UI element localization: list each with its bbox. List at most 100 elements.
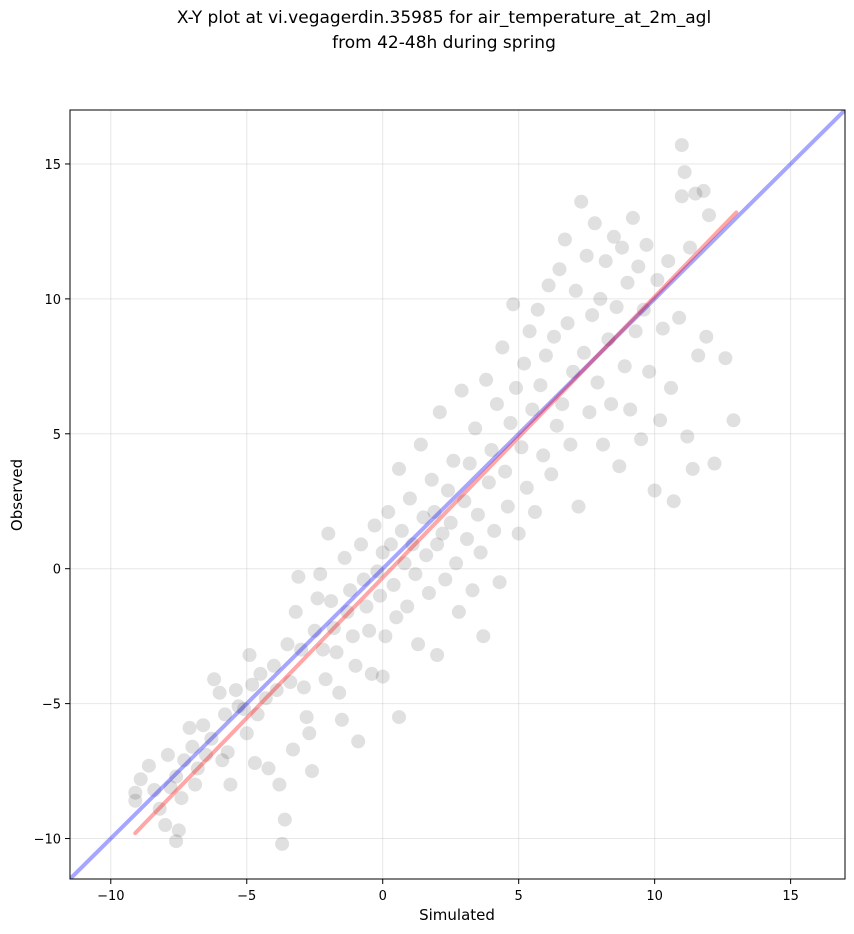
data-point: [307, 623, 322, 638]
data-point: [557, 232, 572, 247]
data-point: [171, 823, 186, 838]
y-axis-label: Observed: [8, 459, 26, 531]
chart-title-line-1: X-Y plot at vi.vegagerdin.35985 for air_…: [177, 8, 711, 28]
data-point: [655, 321, 670, 336]
data-point: [381, 505, 396, 519]
data-point: [345, 629, 360, 644]
data-point: [356, 572, 371, 587]
data-point: [492, 575, 507, 590]
data-point: [302, 726, 317, 741]
data-point: [283, 675, 298, 689]
data-point: [571, 499, 586, 514]
data-point: [294, 642, 309, 657]
data-point: [160, 747, 175, 762]
data-point: [375, 545, 390, 560]
data-point: [141, 758, 156, 773]
data-point: [196, 718, 211, 733]
data-point: [495, 340, 510, 355]
data-point: [487, 523, 502, 538]
y-tick-label: 10: [44, 293, 61, 308]
data-point: [509, 380, 523, 395]
data-point: [174, 791, 189, 806]
x-tick-label: −10: [97, 889, 124, 904]
data-point: [400, 599, 415, 614]
data-point: [416, 510, 431, 525]
data-point: [666, 494, 681, 509]
one-to-one-line: [70, 110, 845, 879]
y-axis-ticks: −10 −5 0 5 10 15: [34, 158, 70, 848]
data-point: [305, 764, 319, 779]
data-point: [609, 300, 624, 314]
data-point: [370, 564, 385, 579]
data-point: [152, 801, 167, 816]
data-point: [288, 604, 303, 619]
data-point: [517, 356, 532, 371]
data-point: [533, 378, 548, 393]
data-point: [375, 669, 390, 684]
data-point: [128, 793, 143, 808]
data-point: [367, 518, 382, 533]
data-point: [402, 491, 417, 506]
data-point: [634, 432, 649, 447]
data-point: [220, 745, 235, 760]
data-point: [718, 351, 733, 366]
data-point: [514, 440, 529, 455]
data-point: [683, 240, 697, 255]
x-tick-label: 10: [646, 889, 663, 904]
data-point: [590, 375, 605, 390]
chart-title-line-2: from 42-48h during spring: [332, 33, 556, 53]
data-point: [373, 588, 387, 603]
data-point: [519, 480, 534, 495]
data-point: [291, 569, 306, 584]
data-point: [269, 683, 284, 698]
data-point: [696, 183, 711, 198]
data-point: [566, 364, 581, 379]
data-point: [430, 537, 445, 552]
data-point: [310, 591, 325, 606]
data-point: [579, 248, 594, 263]
data-point: [212, 685, 227, 700]
data-point: [280, 637, 295, 652]
data-point: [190, 761, 205, 776]
data-point: [582, 405, 597, 420]
data-point: [419, 548, 434, 563]
data-point: [177, 753, 192, 768]
data-point: [653, 413, 668, 428]
data-point: [462, 456, 477, 471]
data-point: [128, 785, 143, 800]
data-point: [413, 437, 428, 452]
data-point: [392, 710, 406, 725]
data-point: [326, 621, 341, 636]
data-point: [587, 216, 602, 231]
data-point: [547, 329, 561, 344]
data-point: [726, 413, 741, 428]
data-point: [538, 348, 553, 363]
reference-lines: [70, 110, 845, 879]
data-point: [343, 583, 358, 598]
data-point: [650, 273, 665, 287]
data-point: [677, 165, 692, 180]
data-point: [498, 464, 513, 479]
data-point: [332, 685, 347, 700]
data-point: [299, 710, 314, 725]
plot-frame: [69, 109, 846, 880]
data-point: [354, 537, 368, 552]
data-point: [215, 753, 230, 768]
x-tick-label: 0: [379, 889, 387, 904]
x-axis-ticks: −10 −5 0 5 10 15: [97, 879, 799, 904]
data-point: [364, 666, 379, 681]
data-point: [628, 324, 643, 339]
data-points: [128, 138, 741, 851]
data-point: [163, 780, 178, 795]
data-point: [158, 818, 173, 832]
data-point: [266, 658, 281, 673]
x-tick-label: −5: [237, 889, 256, 904]
grid-lines: [70, 110, 845, 879]
data-point: [182, 720, 197, 735]
data-point: [596, 437, 610, 452]
data-point: [585, 308, 600, 323]
data-point: [438, 572, 453, 587]
data-point: [631, 259, 646, 274]
data-point: [528, 505, 542, 519]
